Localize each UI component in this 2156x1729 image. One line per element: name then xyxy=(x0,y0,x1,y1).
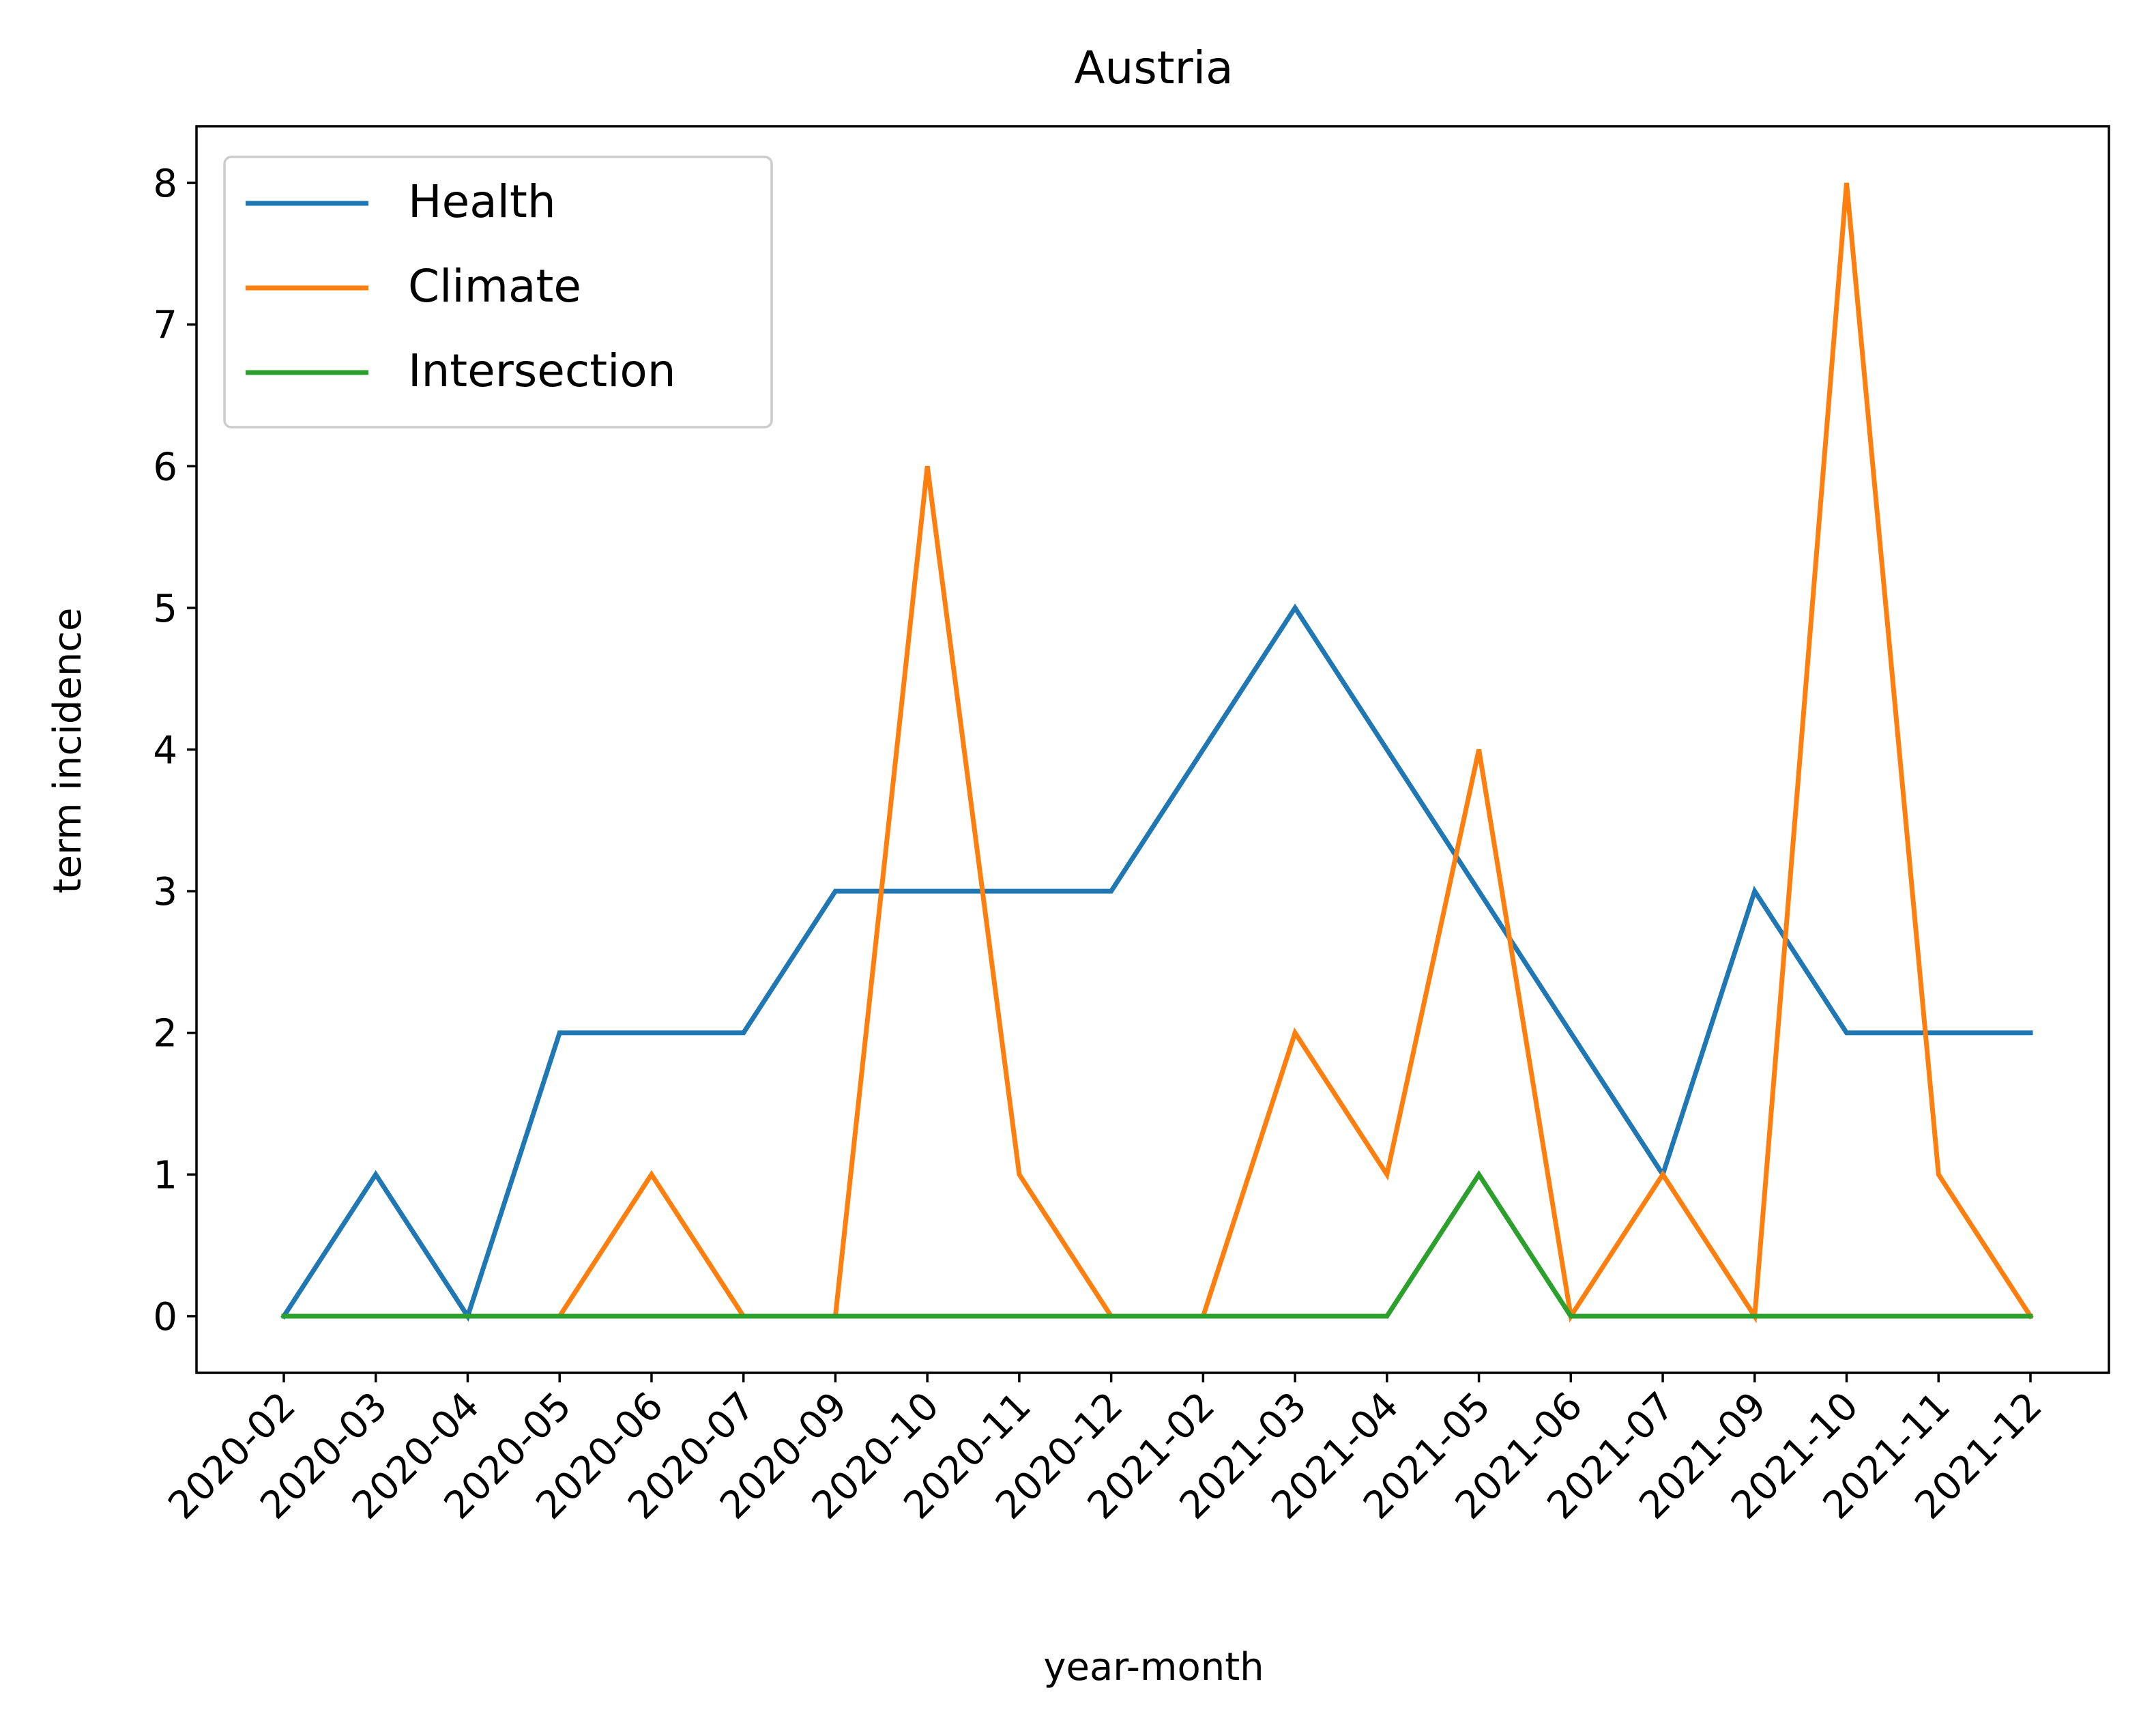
y-tick-label: 8 xyxy=(153,162,177,206)
legend-label-health: Health xyxy=(408,175,556,228)
y-tick-label: 5 xyxy=(153,587,177,631)
y-axis-label: term incidence xyxy=(46,608,90,894)
y-tick-label: 0 xyxy=(153,1295,177,1339)
x-axis-label: year-month xyxy=(1043,1645,1264,1689)
chart-title: Austria xyxy=(1074,42,1233,94)
y-tick-label: 7 xyxy=(153,304,177,348)
y-tick-label: 6 xyxy=(153,445,177,489)
y-tick-label: 1 xyxy=(153,1153,177,1197)
legend-label-intersection: Intersection xyxy=(408,345,676,397)
legend: Health Climate Intersection xyxy=(223,156,773,428)
y-tick-label: 3 xyxy=(153,870,177,914)
series-layer xyxy=(280,182,2034,1324)
legend-label-climate: Climate xyxy=(408,260,581,313)
y-tick-label: 2 xyxy=(153,1012,177,1056)
y-axis: 0 1 2 3 4 5 6 7 8 xyxy=(153,162,196,1339)
y-tick-label: 4 xyxy=(153,729,177,773)
series-line-health xyxy=(280,603,2033,1322)
series-line-intersection xyxy=(281,1169,2033,1319)
legend-box xyxy=(223,156,773,428)
